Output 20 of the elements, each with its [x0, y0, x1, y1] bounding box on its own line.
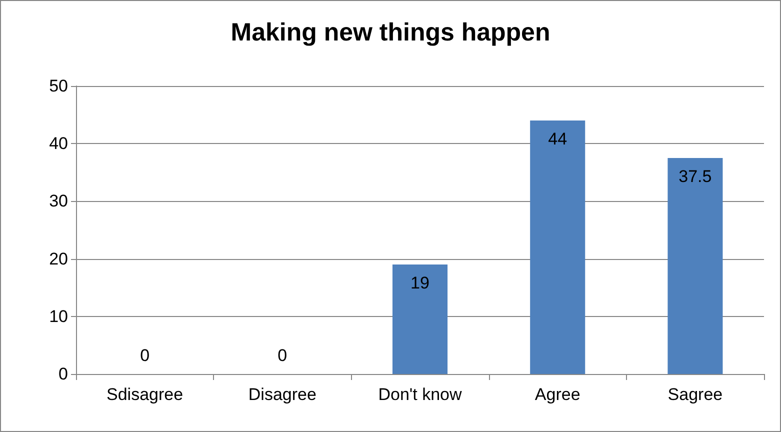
data-label: 37.5	[678, 167, 712, 186]
y-tick-label: 40	[49, 134, 68, 154]
data-label: 19	[410, 274, 430, 293]
bar	[392, 264, 448, 374]
x-tick-label: Sagree	[668, 385, 723, 404]
data-label: 0	[140, 346, 150, 365]
bar	[530, 120, 586, 374]
x-tick-label: Don't know	[378, 385, 462, 404]
y-tick-label: 50	[49, 76, 68, 96]
y-tick-label: 30	[49, 192, 68, 211]
data-label: 44	[548, 130, 568, 149]
y-tick-label: 10	[49, 306, 68, 326]
y-tick-label: 20	[49, 249, 68, 268]
x-tick-label: Agree	[534, 385, 580, 404]
bar	[668, 158, 723, 374]
y-tick-label: 0	[58, 364, 68, 384]
x-tick-label: Disagree	[248, 385, 316, 404]
x-tick-label: Sdisagree	[106, 385, 184, 404]
chart-title: Making new things happen	[230, 18, 550, 46]
data-label: 0	[278, 346, 288, 365]
